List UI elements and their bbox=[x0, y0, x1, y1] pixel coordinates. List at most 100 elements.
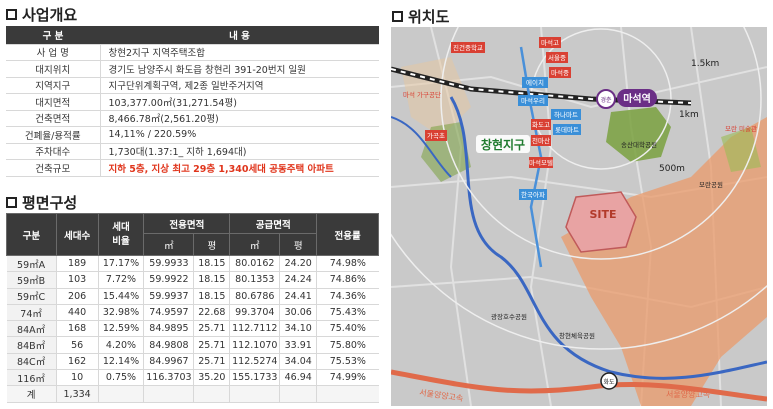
unit-exclusive-sqm: 84.9967 bbox=[143, 353, 195, 371]
unit-type: 74㎡ bbox=[6, 304, 57, 322]
unit-ratio: 17.17% bbox=[98, 255, 145, 273]
station-badge: 경춘 bbox=[600, 96, 612, 104]
overview-row: 건축규모 지하 5층, 지상 최고 29층 1,340세대 공동주택 아파트 bbox=[6, 159, 379, 177]
poi-masok-hs: 마석고 bbox=[541, 38, 559, 47]
park-area bbox=[606, 107, 671, 162]
map-title-text: 위치도 bbox=[408, 8, 450, 26]
unit-type: 59㎡C bbox=[6, 288, 57, 305]
overview-row: 대지면적 103,377.00㎡(31,271.54평) bbox=[6, 93, 379, 111]
overview-value: 창현2지구 지역주택조합 bbox=[100, 44, 379, 61]
unit-supply-pyeong: 30.06 bbox=[279, 304, 318, 322]
unit-exclusive-pyeong: 18.15 bbox=[193, 271, 231, 289]
unit-supply-pyeong: 24.24 bbox=[279, 271, 318, 289]
units-header-exclusive: 전용면적 bbox=[143, 213, 231, 234]
unit-households: 56 bbox=[56, 336, 99, 354]
overview-label: 건축면적 bbox=[6, 110, 101, 127]
overview-label: 건축규모 bbox=[6, 159, 101, 177]
poi-hwado-hs: 화도고 bbox=[532, 121, 550, 129]
overview-title: 사업개요 bbox=[6, 4, 77, 25]
unit-ratio: 4.20% bbox=[98, 336, 145, 354]
unit-supply-pyeong: 24.41 bbox=[279, 288, 318, 305]
overview-row: 주차대수 1,730대(1.37:1_ 지하 1,694대) bbox=[6, 143, 379, 160]
overview-title-text: 사업개요 bbox=[22, 6, 78, 24]
unit-supply-pyeong: 34.10 bbox=[279, 320, 318, 338]
units-total-households: 1,334 bbox=[56, 385, 99, 403]
unit-supply-sqm: 80.0162 bbox=[229, 255, 281, 273]
poi-jinjeong: 진건중학교 bbox=[453, 43, 483, 52]
unit-exclusive-sqm: 74.9597 bbox=[143, 304, 195, 322]
poi-masok-mart: 마석우리 bbox=[521, 96, 545, 105]
unit-ratio: 15.44% bbox=[98, 288, 145, 305]
unit-rate: 74.99% bbox=[316, 369, 379, 387]
unit-supply-sqm: 80.6786 bbox=[229, 288, 281, 305]
overview-row: 사 업 명 창현2지구 지역주택조합 bbox=[6, 44, 379, 61]
map-canvas: 1.5km 1km 500m 경춘 마석역 창현지구 SITE 진건중학교 마석… bbox=[391, 27, 767, 406]
poi-cheonmasan: 천마산 bbox=[532, 136, 550, 145]
district-label: 창현지구 bbox=[481, 137, 525, 152]
units-header-ratio: 세대 비율 bbox=[97, 213, 145, 256]
unit-supply-sqm: 112.7112 bbox=[229, 320, 281, 338]
overview-value: 8,466.78㎡(2,561.20평) bbox=[100, 110, 379, 127]
unit-row: 84A㎡ 168 12.59% 84.9895 25.71 112.7112 34.10 75… bbox=[6, 320, 379, 338]
unit-exclusive-pyeong: 25.71 bbox=[193, 320, 231, 338]
units-title: 평면구성 bbox=[6, 192, 77, 213]
unit-type: 84B㎡ bbox=[6, 336, 57, 354]
unit-households: 206 bbox=[56, 288, 99, 305]
unit-exclusive-sqm: 59.9922 bbox=[143, 271, 195, 289]
unit-row: 116㎡ 10 0.75% 116.3703 35.20 155.1733 46.94 74.… bbox=[6, 369, 379, 387]
overview-label: 대지면적 bbox=[6, 93, 101, 111]
units-table: 구분 세대수 세대 비율 전용면적 공급면적 전용률 ㎡ 평 ㎡ 평 59㎡A 1… bbox=[6, 213, 379, 403]
expressway bbox=[391, 369, 767, 402]
square-bullet-icon bbox=[6, 9, 17, 20]
location-map: 1.5km 1km 500m 경춘 마석역 창현지구 SITE 진건중학교 마석… bbox=[391, 27, 767, 406]
unit-rate: 75.40% bbox=[316, 320, 379, 338]
unit-ratio: 12.59% bbox=[98, 320, 145, 338]
unit-supply-pyeong: 33.91 bbox=[279, 336, 318, 354]
unit-supply-sqm: 80.1353 bbox=[229, 271, 281, 289]
square-bullet-icon bbox=[392, 11, 403, 22]
units-total-row: 계 1,334 bbox=[6, 385, 379, 403]
unit-households: 162 bbox=[56, 353, 99, 371]
unit-supply-pyeong: 46.94 bbox=[279, 369, 318, 387]
unit-row: 59㎡C 206 15.44% 59.9937 18.15 80.6786 24.41 74.… bbox=[6, 288, 379, 305]
unit-exclusive-pyeong: 22.68 bbox=[193, 304, 231, 322]
development-zone bbox=[561, 117, 767, 406]
unit-rate: 74.98% bbox=[316, 255, 379, 273]
unit-ratio: 0.75% bbox=[98, 369, 145, 387]
unit-supply-sqm: 99.3704 bbox=[229, 304, 281, 322]
overview-row: 지역지구 지구단위계획구역, 제2종 일반주거지역 bbox=[6, 77, 379, 94]
unit-supply-sqm: 112.5274 bbox=[229, 353, 281, 371]
units-header-row-2: ㎡ 평 ㎡ 평 bbox=[7, 233, 379, 256]
overview-label: 사 업 명 bbox=[6, 44, 101, 61]
unit-type: 84A㎡ bbox=[6, 320, 57, 338]
unit-exclusive-sqm: 116.3703 bbox=[143, 369, 195, 387]
unit-row: 84B㎡ 56 4.20% 84.9808 25.71 112.1070 33.91 75.8… bbox=[6, 336, 379, 354]
unit-row: 59㎡B 103 7.72% 59.9922 18.15 80.1353 24.24 74.8… bbox=[6, 271, 379, 289]
overview-value: 경기도 남양주시 화도읍 창현리 391-20번지 일원 bbox=[100, 60, 379, 78]
units-header-supply: 공급면적 bbox=[229, 213, 318, 234]
unit-rate: 75.53% bbox=[316, 353, 379, 371]
poi-changhyeon-park: 광장호수공원 bbox=[491, 312, 527, 321]
unit-rate: 75.43% bbox=[316, 304, 379, 322]
ring-500m-label: 500m bbox=[659, 164, 685, 174]
overview-header-col1: 구 분 bbox=[6, 26, 100, 45]
unit-row: 84C㎡ 162 12.14% 84.9967 25.71 112.5274 34.04 75… bbox=[6, 353, 379, 371]
poi-park-right: 모란 미술관 bbox=[725, 124, 757, 133]
units-header-row-1: 구분 세대수 세대 비율 전용면적 공급면적 전용률 bbox=[6, 213, 379, 256]
overview-value: 지구단위계획구역, 제2종 일반주거지역 bbox=[100, 77, 379, 94]
unit-row: 74㎡ 440 32.98% 74.9597 22.68 99.3704 30.06 75.4… bbox=[6, 304, 379, 322]
unit-households: 103 bbox=[56, 271, 99, 289]
unit-households: 440 bbox=[56, 304, 99, 322]
overview-row: 건폐율/용적률 14,11% / 220.59% bbox=[6, 126, 379, 144]
ring-1km-label: 1km bbox=[679, 110, 699, 120]
poi-park-far: 모란공원 bbox=[699, 180, 723, 189]
overview-table: 구 분 내 용 사 업 명 창현2지구 지역주택조합 대지위치 경기도 남양주시 화… bbox=[6, 26, 379, 177]
unit-exclusive-sqm: 84.9895 bbox=[143, 320, 195, 338]
poi-lotte: 롯데마트 bbox=[555, 125, 579, 134]
overview-label: 주차대수 bbox=[6, 143, 101, 160]
poi-mall: 마석모텔 bbox=[529, 158, 553, 167]
unit-rate: 74.86% bbox=[316, 271, 379, 289]
unit-supply-pyeong: 24.20 bbox=[279, 255, 318, 273]
overview-value: 1,730대(1.37:1_ 지하 1,694대) bbox=[100, 143, 379, 160]
ring-1-5km-label: 1.5km bbox=[691, 59, 719, 69]
